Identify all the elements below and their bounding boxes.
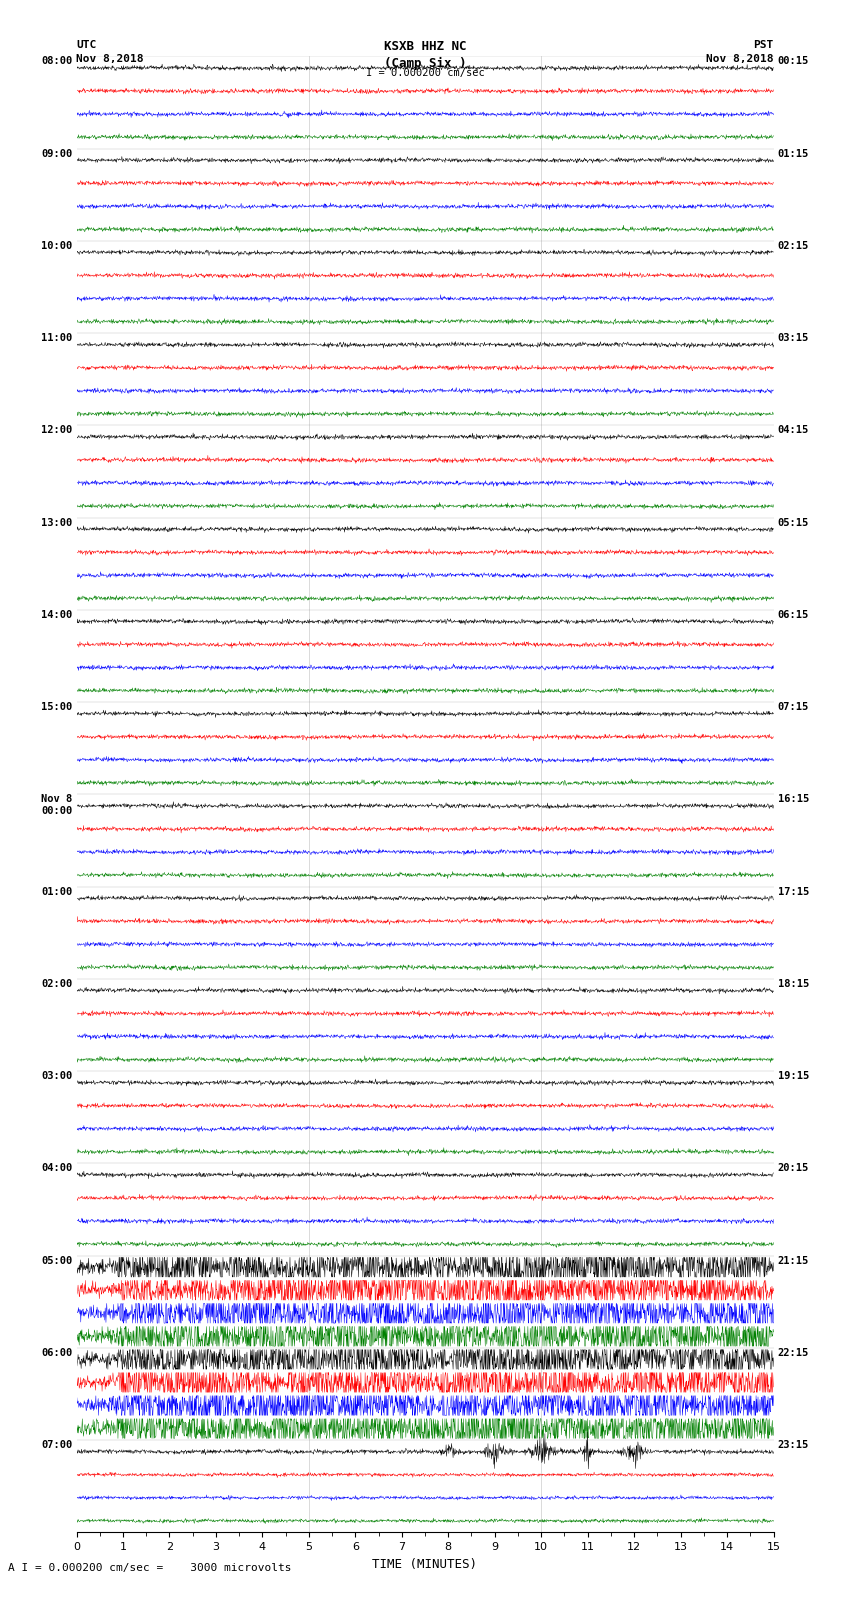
Text: 22:15: 22:15 [778,1348,809,1358]
Text: 11:00: 11:00 [41,334,72,344]
Text: 21:15: 21:15 [778,1255,809,1266]
Text: 03:00: 03:00 [41,1071,72,1081]
Text: 06:00: 06:00 [41,1348,72,1358]
Text: 01:00: 01:00 [41,887,72,897]
Text: 07:15: 07:15 [778,702,809,713]
Text: 13:00: 13:00 [41,518,72,527]
Text: 15:00: 15:00 [41,702,72,713]
Text: 01:15: 01:15 [778,148,809,158]
Text: 05:15: 05:15 [778,518,809,527]
Text: 19:15: 19:15 [778,1071,809,1081]
Text: 02:15: 02:15 [778,240,809,252]
Text: Nov 8
00:00: Nov 8 00:00 [41,794,72,816]
Text: 12:00: 12:00 [41,426,72,436]
Text: 04:00: 04:00 [41,1163,72,1173]
Text: 23:15: 23:15 [778,1440,809,1450]
Text: 06:15: 06:15 [778,610,809,619]
X-axis label: TIME (MINUTES): TIME (MINUTES) [372,1558,478,1571]
Text: 10:00: 10:00 [41,240,72,252]
Text: PST
Nov 8,2018: PST Nov 8,2018 [706,40,774,63]
Text: 02:00: 02:00 [41,979,72,989]
Text: 04:15: 04:15 [778,426,809,436]
Text: 03:15: 03:15 [778,334,809,344]
Text: KSXB HHZ NC
(Camp Six ): KSXB HHZ NC (Camp Six ) [383,40,467,71]
Text: 09:00: 09:00 [41,148,72,158]
Text: A I = 0.000200 cm/sec =    3000 microvolts: A I = 0.000200 cm/sec = 3000 microvolts [8,1563,292,1573]
Text: 18:15: 18:15 [778,979,809,989]
Text: I = 0.000200 cm/sec: I = 0.000200 cm/sec [366,68,484,77]
Text: 08:00: 08:00 [41,56,72,66]
Text: 17:15: 17:15 [778,887,809,897]
Text: 20:15: 20:15 [778,1163,809,1173]
Text: 00:15: 00:15 [778,56,809,66]
Text: 14:00: 14:00 [41,610,72,619]
Text: UTC
Nov 8,2018: UTC Nov 8,2018 [76,40,144,63]
Text: 16:15: 16:15 [778,794,809,805]
Text: 05:00: 05:00 [41,1255,72,1266]
Text: 07:00: 07:00 [41,1440,72,1450]
